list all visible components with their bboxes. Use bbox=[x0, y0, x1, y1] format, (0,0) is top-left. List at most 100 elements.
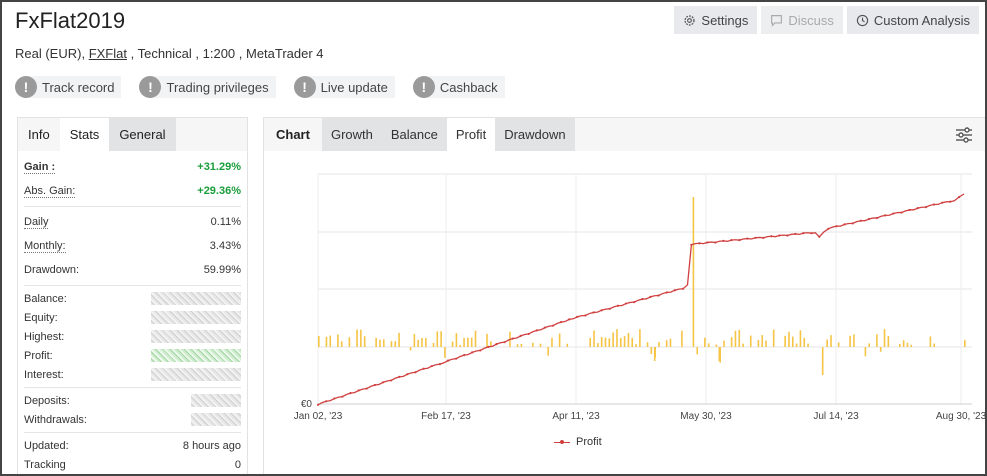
profit-point bbox=[827, 227, 830, 230]
x-tick-label: Jan 02, '23 bbox=[294, 411, 343, 422]
badge-live-update[interactable]: ! Live update bbox=[293, 76, 395, 98]
profit-point bbox=[673, 289, 676, 292]
profit-point bbox=[390, 379, 393, 382]
profit-bar bbox=[929, 336, 932, 347]
gear-icon bbox=[684, 14, 696, 26]
profit-bar bbox=[653, 347, 656, 361]
profit-point bbox=[398, 375, 401, 379]
profit-bar bbox=[749, 335, 752, 347]
masked-value bbox=[151, 349, 241, 362]
profit-point bbox=[722, 239, 725, 243]
profit-bar bbox=[593, 330, 595, 347]
profit-point bbox=[835, 225, 838, 228]
chart-settings-icon[interactable] bbox=[954, 126, 974, 144]
profit-point bbox=[333, 397, 336, 400]
profit-bar bbox=[520, 343, 523, 347]
broker-link[interactable]: FXFlat bbox=[88, 46, 127, 61]
settings-button[interactable]: Settings bbox=[674, 6, 758, 34]
profit-point bbox=[543, 326, 547, 329]
chart-panel: Chart Growth Balance Profit Drawdown Jan… bbox=[263, 117, 986, 474]
profit-bar bbox=[329, 335, 332, 347]
profit-point bbox=[487, 345, 490, 348]
profit-bar bbox=[382, 339, 385, 347]
profit-point bbox=[730, 239, 733, 242]
chart-legend[interactable]: Profit bbox=[554, 436, 602, 448]
settings-label: Settings bbox=[701, 12, 749, 28]
discuss-button[interactable]: Discuss bbox=[761, 6, 843, 34]
profit-point bbox=[949, 200, 952, 203]
profit-point bbox=[754, 236, 757, 239]
profit-bar bbox=[318, 336, 320, 347]
stat-gain: Gain : +31.29% bbox=[24, 155, 241, 179]
deposit-group: Deposits: Withdrawals: bbox=[24, 388, 241, 433]
stat-label[interactable]: Monthly: bbox=[24, 239, 66, 253]
stat-deposits: Deposits: bbox=[24, 391, 241, 410]
profit-bar bbox=[356, 329, 358, 347]
profit-bar bbox=[788, 331, 790, 347]
badge-trading-privileges[interactable]: ! Trading privileges bbox=[139, 76, 276, 98]
tab-balance[interactable]: Balance bbox=[381, 118, 447, 151]
profit-bar bbox=[738, 329, 741, 347]
exclamation-icon: ! bbox=[412, 76, 435, 98]
stat-label[interactable]: Daily bbox=[24, 215, 49, 229]
chat-icon bbox=[771, 14, 783, 27]
custom-analysis-button[interactable]: Custom Analysis bbox=[846, 6, 979, 34]
profit-point bbox=[414, 371, 417, 374]
stat-highest: Highest: bbox=[24, 327, 241, 346]
profit-bar bbox=[337, 334, 339, 347]
profit-bar bbox=[757, 339, 760, 347]
profit-bar bbox=[964, 340, 966, 347]
tab-profit[interactable]: Profit bbox=[446, 118, 496, 151]
tab-info[interactable]: Info bbox=[28, 127, 50, 142]
stat-abs-gain: Abs. Gain: +29.36% bbox=[24, 179, 241, 203]
profit-bar bbox=[325, 336, 328, 347]
badge-cashback[interactable]: ! Cashback bbox=[412, 76, 505, 98]
profit-bar bbox=[658, 342, 660, 347]
stat-label: Equity: bbox=[24, 311, 58, 324]
profit-bar bbox=[734, 330, 737, 347]
stat-label[interactable]: Abs. Gain: bbox=[24, 184, 76, 198]
account-type: Real (EUR), bbox=[15, 46, 89, 61]
profit-point bbox=[778, 234, 781, 237]
tab-drawdown[interactable]: Drawdown bbox=[495, 118, 575, 151]
masked-value bbox=[151, 292, 241, 305]
profit-point bbox=[471, 351, 474, 354]
profit-point bbox=[770, 235, 773, 238]
masked-value bbox=[151, 330, 241, 343]
profit-bars bbox=[318, 197, 966, 375]
profit-point bbox=[503, 341, 506, 344]
badge-track-record[interactable]: ! Track record bbox=[15, 76, 122, 98]
profit-point bbox=[463, 354, 466, 357]
exclamation-icon: ! bbox=[15, 76, 37, 98]
profit-bar bbox=[681, 330, 683, 347]
profit-bar bbox=[730, 337, 733, 347]
tab-growth[interactable]: Growth bbox=[321, 118, 382, 151]
profit-bar bbox=[719, 347, 721, 363]
profit-point bbox=[454, 357, 458, 360]
profit-bar bbox=[616, 329, 618, 347]
profit-point bbox=[535, 329, 538, 332]
profit-point bbox=[908, 208, 911, 212]
profit-bar bbox=[467, 337, 469, 347]
profit-bar bbox=[398, 332, 400, 347]
profit-point bbox=[568, 318, 571, 321]
profit-bar bbox=[623, 336, 626, 347]
tab-general[interactable]: General bbox=[109, 118, 176, 151]
x-tick-label: Aug 30, '23 bbox=[936, 411, 986, 422]
custom-analysis-label: Custom Analysis bbox=[873, 12, 970, 28]
account-details: , Technical , 1:200 , MetaTrader 4 bbox=[126, 46, 324, 61]
tab-stats[interactable]: Stats bbox=[59, 118, 110, 151]
chart-grid bbox=[317, 173, 972, 404]
masked-value bbox=[151, 311, 241, 324]
profit-bar bbox=[436, 331, 439, 347]
top-actions: Settings Discuss Custom Analysis bbox=[674, 6, 979, 34]
profit-bar bbox=[696, 347, 699, 355]
stat-label[interactable]: Gain : bbox=[24, 160, 56, 174]
exclamation-icon: ! bbox=[139, 76, 162, 98]
gain-group: Gain : +31.29% Abs. Gain: +29.36% bbox=[24, 151, 241, 207]
profit-point bbox=[900, 211, 903, 214]
profit-point bbox=[511, 337, 514, 340]
profit-bar bbox=[390, 341, 393, 347]
legend-swatch bbox=[554, 439, 570, 444]
profit-point bbox=[422, 367, 425, 370]
